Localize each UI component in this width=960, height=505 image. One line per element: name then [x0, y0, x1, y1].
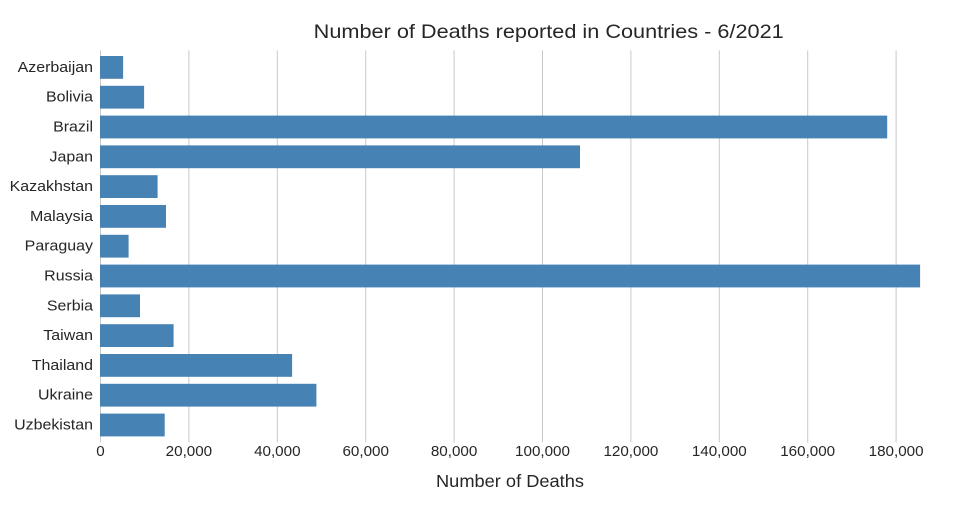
svg-text:140,000: 140,000 — [692, 443, 747, 460]
svg-text:Bolivia: Bolivia — [46, 89, 94, 106]
svg-text:Kazakhstan: Kazakhstan — [10, 178, 93, 195]
svg-text:Number of Deaths: Number of Deaths — [436, 471, 584, 491]
svg-text:Japan: Japan — [50, 148, 94, 165]
svg-text:Number of Deaths reported in C: Number of Deaths reported in Countries -… — [314, 21, 784, 43]
svg-text:160,000: 160,000 — [780, 443, 835, 460]
svg-text:Ukraine: Ukraine — [38, 387, 93, 404]
svg-text:80,000: 80,000 — [431, 443, 477, 460]
svg-text:0: 0 — [96, 443, 104, 460]
svg-text:Thailand: Thailand — [32, 357, 93, 374]
svg-text:180,000: 180,000 — [869, 443, 924, 460]
svg-text:Paraguay: Paraguay — [25, 238, 94, 255]
svg-text:40,000: 40,000 — [254, 443, 300, 460]
svg-text:Uzbekistan: Uzbekistan — [14, 417, 93, 434]
svg-text:120,000: 120,000 — [603, 443, 658, 460]
svg-text:Russia: Russia — [44, 268, 93, 285]
svg-text:60,000: 60,000 — [342, 443, 388, 460]
svg-text:100,000: 100,000 — [515, 443, 570, 460]
svg-text:Serbia: Serbia — [47, 297, 94, 314]
svg-text:Brazil: Brazil — [53, 119, 93, 136]
svg-text:Taiwan: Taiwan — [43, 327, 93, 344]
svg-text:Azerbaijan: Azerbaijan — [18, 59, 93, 76]
svg-text:Malaysia: Malaysia — [30, 208, 94, 225]
svg-text:20,000: 20,000 — [166, 443, 212, 460]
